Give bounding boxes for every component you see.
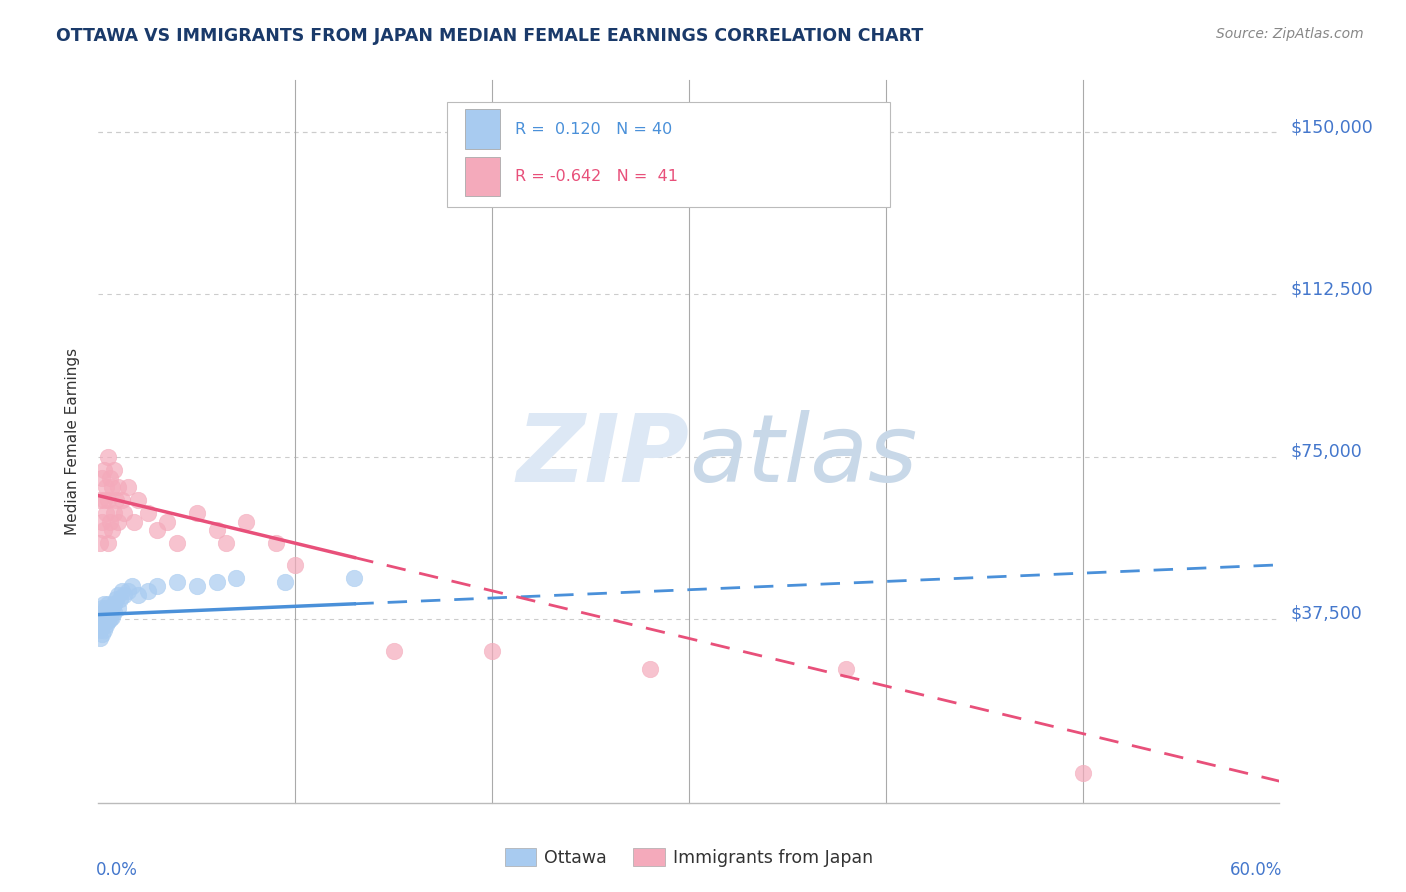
Text: $75,000: $75,000	[1291, 442, 1362, 460]
Point	[93, 463, 115, 477]
Legend: Ottawa, Immigrants from Japan: Ottawa, Immigrants from Japan	[498, 841, 880, 873]
Text: 60.0%: 60.0%	[1229, 861, 1282, 879]
Point	[91, 609, 114, 624]
FancyBboxPatch shape	[464, 156, 501, 196]
Point	[111, 583, 134, 598]
Text: $112,500: $112,500	[1291, 280, 1374, 299]
Point	[97, 536, 120, 550]
Point	[166, 536, 188, 550]
Point	[97, 597, 120, 611]
Point	[93, 623, 115, 637]
Point	[89, 623, 111, 637]
Point	[89, 492, 111, 507]
Text: R = -0.642   N =  41: R = -0.642 N = 41	[516, 169, 678, 184]
Point	[96, 601, 118, 615]
Point	[89, 632, 111, 646]
Point	[96, 609, 118, 624]
Point	[91, 618, 114, 632]
Point	[91, 627, 114, 641]
Point	[93, 492, 115, 507]
Text: 0.0%: 0.0%	[96, 861, 138, 879]
Point	[264, 536, 287, 550]
Point	[122, 515, 145, 529]
Point	[156, 515, 179, 529]
Point	[93, 523, 115, 537]
Point	[89, 614, 111, 628]
Text: $37,500: $37,500	[1291, 605, 1362, 623]
Point	[91, 601, 114, 615]
Point	[117, 480, 139, 494]
Point	[638, 662, 661, 676]
Point	[127, 492, 149, 507]
Point	[96, 506, 118, 520]
Point	[166, 575, 188, 590]
Point	[101, 523, 124, 537]
Point	[107, 515, 129, 529]
Text: $150,000: $150,000	[1291, 119, 1374, 136]
FancyBboxPatch shape	[447, 102, 890, 207]
Point	[112, 506, 135, 520]
Point	[93, 597, 115, 611]
Point	[107, 588, 129, 602]
Point	[284, 558, 307, 572]
Point	[93, 606, 115, 620]
Point	[97, 492, 120, 507]
Point	[146, 523, 169, 537]
Point	[225, 571, 247, 585]
Point	[205, 523, 228, 537]
Point	[108, 592, 131, 607]
Y-axis label: Median Female Earnings: Median Female Earnings	[65, 348, 80, 535]
Point	[93, 614, 115, 628]
FancyBboxPatch shape	[464, 110, 501, 149]
Text: R =  0.120   N = 40: R = 0.120 N = 40	[516, 121, 672, 136]
Point	[97, 606, 120, 620]
Point	[107, 601, 129, 615]
Text: atlas: atlas	[689, 410, 917, 501]
Point	[101, 601, 124, 615]
Point	[103, 597, 125, 611]
Point	[103, 606, 125, 620]
Point	[97, 450, 120, 464]
Point	[1071, 765, 1094, 780]
Point	[96, 618, 118, 632]
Point	[105, 592, 128, 607]
Point	[96, 480, 118, 494]
Point	[121, 579, 143, 593]
Point	[89, 536, 111, 550]
Point	[105, 492, 128, 507]
Point	[101, 609, 124, 624]
Point	[91, 515, 114, 529]
Point	[101, 480, 124, 494]
Point	[103, 506, 125, 520]
Point	[97, 614, 120, 628]
Point	[146, 579, 169, 593]
Text: Source: ZipAtlas.com: Source: ZipAtlas.com	[1216, 27, 1364, 41]
Point	[205, 575, 228, 590]
Point	[112, 588, 135, 602]
Point	[215, 536, 238, 550]
Point	[107, 480, 129, 494]
Point	[481, 644, 503, 658]
Point	[382, 644, 405, 658]
Point	[835, 662, 858, 676]
Point	[274, 575, 297, 590]
Point	[186, 506, 208, 520]
Point	[136, 506, 159, 520]
Point	[136, 583, 159, 598]
Point	[186, 579, 208, 593]
Point	[98, 612, 121, 626]
Point	[343, 571, 366, 585]
Point	[91, 471, 114, 485]
Point	[111, 492, 134, 507]
Text: ZIP: ZIP	[516, 410, 689, 502]
Point	[127, 588, 149, 602]
Text: OTTAWA VS IMMIGRANTS FROM JAPAN MEDIAN FEMALE EARNINGS CORRELATION CHART: OTTAWA VS IMMIGRANTS FROM JAPAN MEDIAN F…	[56, 27, 924, 45]
Point	[235, 515, 257, 529]
Point	[98, 471, 121, 485]
Point	[117, 583, 139, 598]
Point	[103, 463, 125, 477]
Point	[98, 515, 121, 529]
Point	[98, 607, 121, 622]
